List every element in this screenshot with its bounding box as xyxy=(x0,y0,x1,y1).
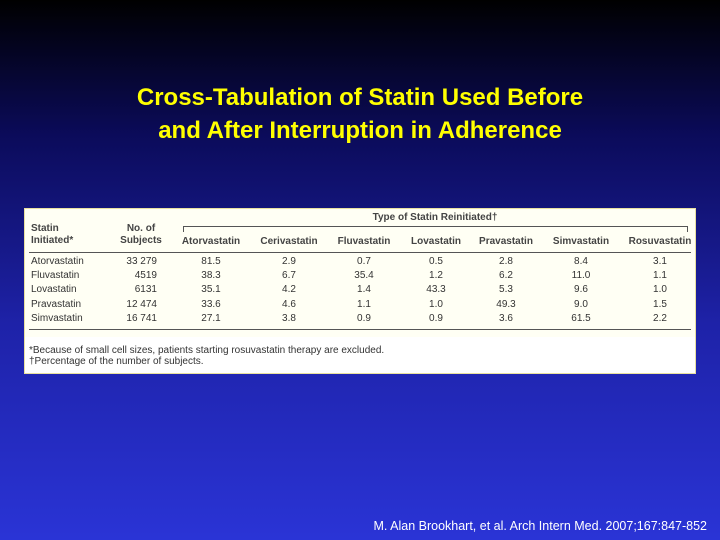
slide-title: Cross-Tabulation of Statin Used Before xyxy=(136,84,584,111)
row-label: Fluvastatin xyxy=(31,270,80,282)
table-cell: 5.3 xyxy=(499,284,513,296)
table-cell: 49.3 xyxy=(496,298,516,310)
table-cell: 0.9 xyxy=(429,312,443,324)
table-cell: 81.5 xyxy=(201,256,221,267)
table-cell: 6131 xyxy=(134,284,157,296)
table-cell: 6.7 xyxy=(282,270,296,282)
header-rule xyxy=(29,252,691,253)
table-cell: 33 279 xyxy=(126,256,157,267)
table-cell: 9.0 xyxy=(574,298,588,310)
table-cell: 1.5 xyxy=(653,298,667,310)
table-cell: 9.6 xyxy=(574,284,588,296)
table-cell: 3.8 xyxy=(282,312,296,324)
table: Type of Statin Reinitiated† Statin Initia… xyxy=(24,208,696,374)
row-label: Simvastatin xyxy=(31,312,83,324)
row-label: Lovastatin xyxy=(31,284,77,296)
table-cell: 0.5 xyxy=(429,256,443,267)
table-cell: 16 741 xyxy=(126,312,157,324)
column-header: Pravastatin xyxy=(479,236,533,247)
row-label: Atorvastatin xyxy=(31,256,84,267)
table-cell: 0.7 xyxy=(357,256,371,267)
table-cell: 0.9 xyxy=(357,312,371,324)
column-header: Atorvastatin xyxy=(181,236,241,247)
column-header: Fluvastatin xyxy=(337,236,391,247)
footnote-area xyxy=(25,337,695,373)
table-cell: 12 474 xyxy=(126,298,157,310)
column-header: No. of Subjects xyxy=(120,223,162,246)
table-cell: 6.2 xyxy=(499,270,513,282)
table-cell: 2.2 xyxy=(653,312,667,324)
table-cell: 1.2 xyxy=(429,270,443,282)
table-cell: 3.6 xyxy=(499,312,513,324)
table-cell: 8.4 xyxy=(574,256,588,267)
table-cell: 2.9 xyxy=(282,256,296,267)
table-cell: 35.4 xyxy=(354,270,374,282)
bracket-end xyxy=(687,226,688,232)
bracket-end xyxy=(183,226,184,232)
group-header: Type of Statin Reinitiated† xyxy=(372,212,498,223)
table-cell: 1.0 xyxy=(429,298,443,310)
table-cell: 11.0 xyxy=(571,270,591,282)
column-header: Lovastatin xyxy=(410,236,461,247)
column-header: Cerivastatin xyxy=(260,236,318,247)
table-cell: 4.6 xyxy=(282,298,296,310)
column-header: Simvastatin xyxy=(552,236,610,247)
table-cell: 33.6 xyxy=(201,298,221,310)
table-cell: 4519 xyxy=(134,270,157,282)
table-cell: 38.3 xyxy=(201,270,221,282)
table-cell: 61.5 xyxy=(571,312,591,324)
table-cell: 2.8 xyxy=(499,256,513,267)
bracket xyxy=(183,226,688,227)
column-header: Statin Initiated* xyxy=(31,223,74,246)
table-rule xyxy=(29,329,691,330)
slide-title: and After Interruption in Adherence xyxy=(158,117,562,144)
table-cell: 27.1 xyxy=(201,312,221,324)
table-cell: 35.1 xyxy=(201,284,221,296)
footnote: †Percentage of the number of subjects. xyxy=(29,356,204,367)
footnote: *Because of small cell sizes, patients s… xyxy=(29,345,385,356)
column-header: Rosuvastatin xyxy=(628,236,692,247)
table-cell: 3.1 xyxy=(653,256,667,267)
table-cell: 43.3 xyxy=(426,284,446,296)
table-cell: 1.1 xyxy=(357,298,371,310)
table-cell: 1.0 xyxy=(653,284,667,296)
row-label: Pravastatin xyxy=(31,298,82,310)
table-cell: 1.1 xyxy=(653,270,667,282)
table-cell: 1.4 xyxy=(357,284,371,296)
citation: M. Alan Brookhart, et al. Arch Intern Me… xyxy=(373,519,707,533)
table-cell: 4.2 xyxy=(282,284,296,296)
